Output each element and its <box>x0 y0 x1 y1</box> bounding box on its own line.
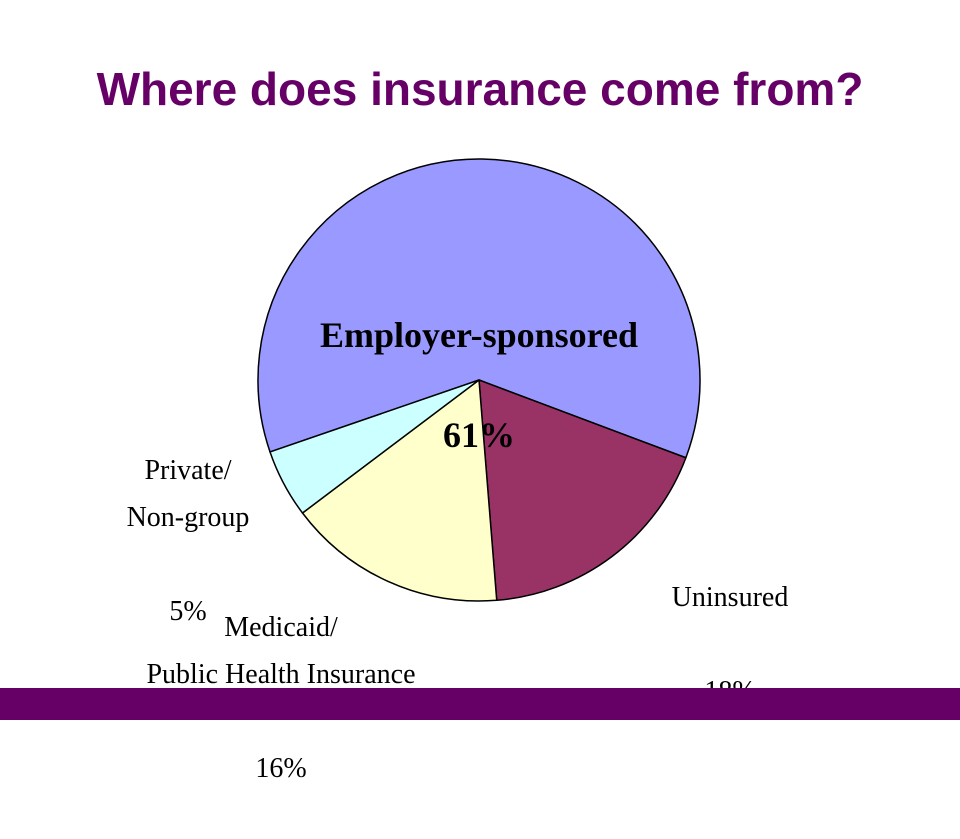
slice-label: Uninsured 18% <box>672 527 789 762</box>
value-label: 5% <box>169 596 207 627</box>
chart <box>257 158 701 602</box>
pie-slice <box>269 379 480 514</box>
value-label: 16% <box>255 753 307 784</box>
chart-title: Where does insurance come from? <box>96 63 864 115</box>
footer-bar <box>0 688 960 720</box>
pie-slice <box>478 379 687 602</box>
slice-label: Employer-sponsored 61% <box>320 260 638 510</box>
pie-slice <box>301 379 498 602</box>
category-label: Medicaid/ Public Health Insurance <box>146 612 416 690</box>
category-label: Uninsured <box>671 582 789 613</box>
value-label: 61% <box>443 415 515 455</box>
slide: Where does insurance come from? Employer… <box>0 63 960 784</box>
category-label: Employer-sponsored <box>319 315 639 355</box>
category-label: Private/ Non-group <box>126 455 250 533</box>
slice-label: Private/ Non-group 5% <box>127 400 250 682</box>
pie-slice <box>257 158 701 459</box>
